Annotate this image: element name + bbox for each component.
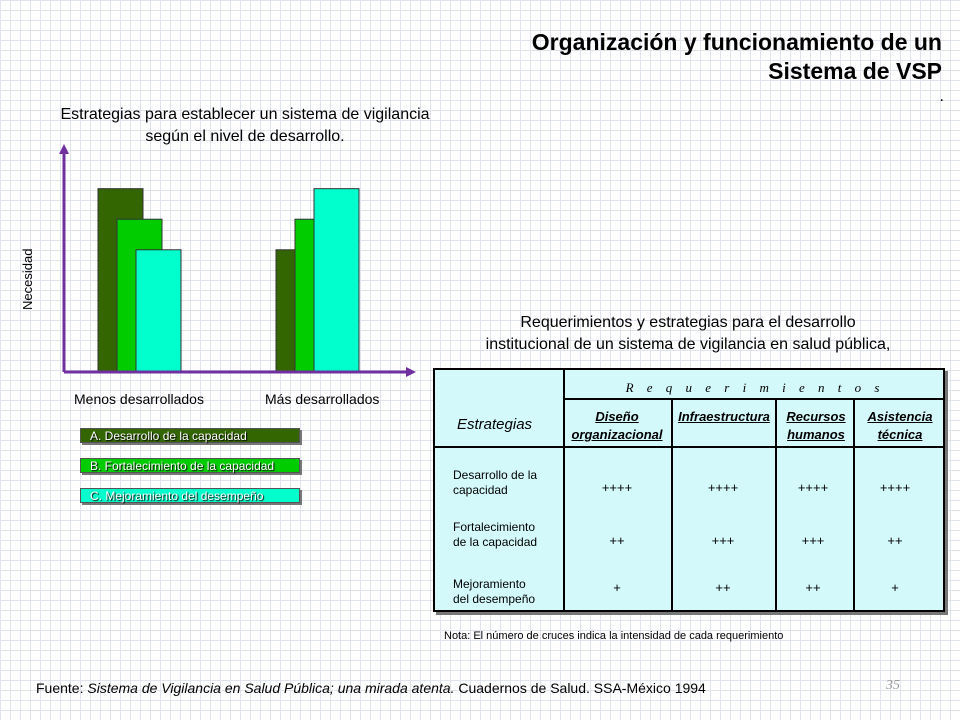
legend-label: B. Fortalecimiento de la capacidad [90, 459, 275, 473]
column-header: Asistencia técnica [857, 408, 943, 444]
table-caption: Requerimientos y estrategias para el des… [432, 312, 944, 356]
table-note: Nota: El número de cruces indica la inte… [444, 630, 784, 642]
legend-label: A. Desarrollo de la capacidad [90, 429, 247, 443]
page-title: Organización y funcionamiento de un Sist… [532, 28, 942, 86]
bar-chart [59, 144, 416, 377]
table-cell: ++ [805, 580, 821, 595]
title-line-1: Organización y funcionamiento de un [531, 29, 942, 55]
strategies-header: Estrategias [457, 416, 533, 433]
column-header-line: Recursos [786, 409, 846, 424]
table-cell: ++++ [601, 480, 633, 495]
bar-3-2 [313, 188, 360, 373]
legend-item-a: A. Desarrollo de la capacidad [80, 428, 300, 443]
chart-caption-line-2: según el nivel de desarrollo. [145, 128, 345, 145]
requirements-header: R e q u e r i m i e n t o s [625, 380, 885, 395]
divider [563, 398, 943, 400]
row-label: Desarrollo de la capacidad [453, 468, 537, 498]
table-caption-line-1: Requerimientos y estrategias para el des… [520, 314, 856, 331]
table-cell: ++++ [797, 480, 829, 495]
source-citation: Fuente: Sistema de Vigilancia en Salud P… [36, 680, 706, 696]
y-axis-arrow [59, 144, 69, 154]
x-tick-label: Menos desarrollados [74, 391, 204, 407]
legend-item-b: B. Fortalecimiento de la capacidad [80, 458, 300, 473]
legend-label: C. Mejoramiento del desempeño [90, 489, 264, 503]
divider [563, 370, 565, 610]
row-label-line: capacidad [453, 483, 508, 497]
column-header-line: Asistencia [867, 409, 933, 424]
divider [671, 398, 673, 610]
table-cell: ++ [609, 533, 625, 548]
bar-3-1 [135, 249, 182, 373]
table-cell: +++ [801, 533, 825, 548]
legend-item-c: C. Mejoramiento del desempeño [80, 488, 300, 503]
source-suffix: Cuadernos de Salud. SSA-México 1994 [454, 680, 706, 696]
table-cell: ++++ [879, 480, 911, 495]
row-label-line: Fortalecimiento [453, 520, 536, 534]
column-header-line: humanos [787, 427, 845, 442]
column-header: Diseño organizacional [567, 408, 667, 444]
column-header-line: Diseño [595, 409, 639, 424]
table-cell: +++ [711, 533, 735, 548]
divider [853, 398, 855, 610]
title-dot: . [939, 88, 944, 105]
row-label-line: del desempeño [453, 592, 536, 606]
requirements-table: R e q u e r i m i e n t o s Estrategias … [433, 368, 945, 612]
column-header: Recursos humanos [779, 408, 853, 444]
divider [775, 398, 777, 610]
row-label-line: de la capacidad [453, 535, 538, 549]
table-caption-line-2: institucional de un sistema de vigilanci… [485, 336, 891, 353]
table-cell: + [891, 580, 899, 595]
column-header-line: organizacional [571, 427, 663, 442]
page-number: 35 [886, 678, 900, 693]
table-cell: ++++ [707, 480, 739, 495]
source-title: Sistema de Vigilancia en Salud Pública; … [87, 680, 455, 696]
row-label: Fortalecimiento de la capacidad [453, 520, 537, 550]
column-header: Infraestructura [673, 408, 775, 426]
title-line-2: Sistema de VSP [768, 58, 942, 84]
column-header-line: Infraestructura [678, 409, 770, 424]
row-label-line: Mejoramiento [453, 577, 526, 591]
table-cell: + [613, 580, 621, 595]
table-cell: ++ [887, 533, 903, 548]
divider [435, 446, 943, 448]
source-prefix: Fuente: [36, 680, 88, 696]
chart-caption-line-1: Estrategias para establecer un sistema d… [60, 106, 430, 123]
row-label: Mejoramiento del desempeño [453, 577, 535, 607]
x-tick-label: Más desarrollados [265, 391, 380, 407]
column-header-line: técnica [877, 427, 923, 442]
x-axis-arrow [406, 367, 416, 377]
y-axis-label: Necesidad [20, 248, 35, 310]
table-cell: ++ [715, 580, 731, 595]
row-label-line: Desarrollo de la [453, 468, 538, 482]
chart-caption: Estrategias para establecer un sistema d… [20, 104, 470, 148]
